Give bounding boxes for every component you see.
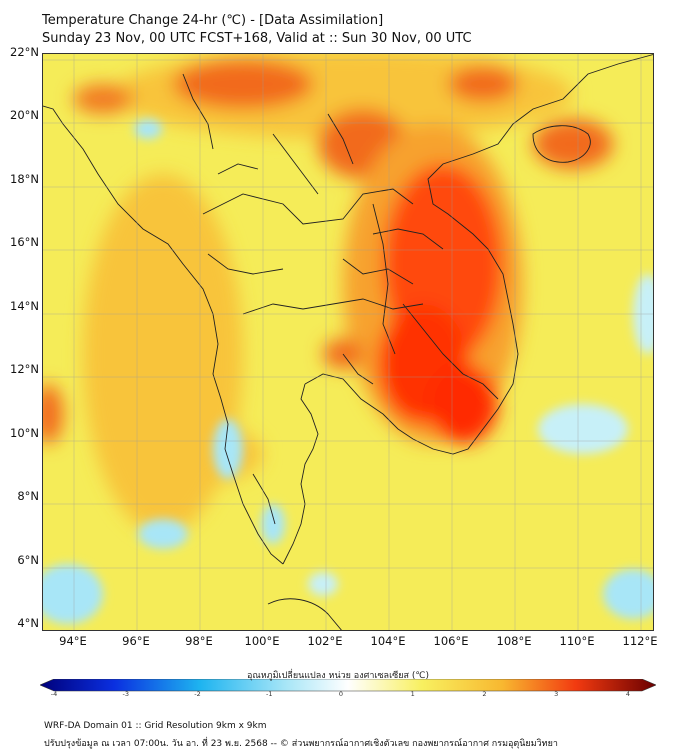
lon-tick-label: 96°E	[122, 634, 150, 648]
lon-tick-label: 94°E	[59, 634, 87, 648]
lat-tick-label: 16°N	[10, 235, 39, 249]
colorbar-ramp	[40, 679, 656, 692]
lat-tick-label: 12°N	[10, 362, 39, 376]
colorbar-tick-label: -4	[50, 690, 58, 698]
lat-tick-label: 14°N	[10, 299, 39, 313]
colorbar	[40, 679, 656, 692]
colorbar-tick-label: 0	[338, 690, 344, 698]
map-panel	[42, 53, 654, 631]
lon-tick-label: 112°E	[622, 634, 658, 648]
map-title: Temperature Change 24-hr (℃) - [Data Ass…	[42, 12, 472, 48]
colorbar-tick-label: 1	[410, 690, 415, 698]
lon-tick-label: 100°E	[244, 634, 280, 648]
colorbar-tick-label: -1	[266, 690, 273, 698]
colorbar-tick-label: 2	[482, 690, 487, 698]
lat-tick-label: 20°N	[10, 108, 39, 122]
lat-tick-label: 6°N	[17, 553, 39, 567]
graticule	[43, 54, 653, 630]
lon-tick-label: 104°E	[370, 634, 406, 648]
lon-tick-label: 110°E	[559, 634, 595, 648]
temperature-change-map	[43, 54, 653, 630]
lat-tick-label: 10°N	[10, 426, 39, 440]
lat-tick-label: 4°N	[17, 616, 39, 630]
lat-tick-label: 18°N	[10, 172, 39, 186]
coastlines-borders	[43, 54, 653, 630]
cool-anomaly-fill	[43, 119, 653, 624]
lon-tick-label: 98°E	[185, 634, 213, 648]
colorbar-label: อุณหภูมิเปลี่ยนแปลง หน่วย องศาเซลเซียส (…	[246, 671, 430, 681]
lon-tick-label: 106°E	[433, 634, 469, 648]
lon-tick-label: 108°E	[496, 634, 532, 648]
footer-line-1: WRF-DA Domain 01 :: Grid Resolution 9km …	[44, 721, 267, 731]
footer-line-2: ปรับปรุงข้อมูล ณ เวลา 07:00น. วัน อา. ที…	[44, 739, 558, 749]
colorbar-tick-label: 4	[625, 690, 631, 698]
colorbar-tick-label: 3	[554, 690, 559, 698]
lat-tick-label: 8°N	[17, 489, 39, 503]
lat-tick-label: 22°N	[10, 45, 39, 59]
title-line-1: Temperature Change 24-hr (℃) - [Data Ass…	[42, 13, 384, 28]
colorbar-tick-label: -3	[122, 690, 129, 698]
colorbar-tick-label: -2	[194, 690, 201, 698]
warm-anomaly-fill	[43, 54, 613, 534]
title-line-2: Sunday 23 Nov, 00 UTC FCST+168, Valid at…	[42, 31, 472, 46]
lon-tick-label: 102°E	[307, 634, 343, 648]
